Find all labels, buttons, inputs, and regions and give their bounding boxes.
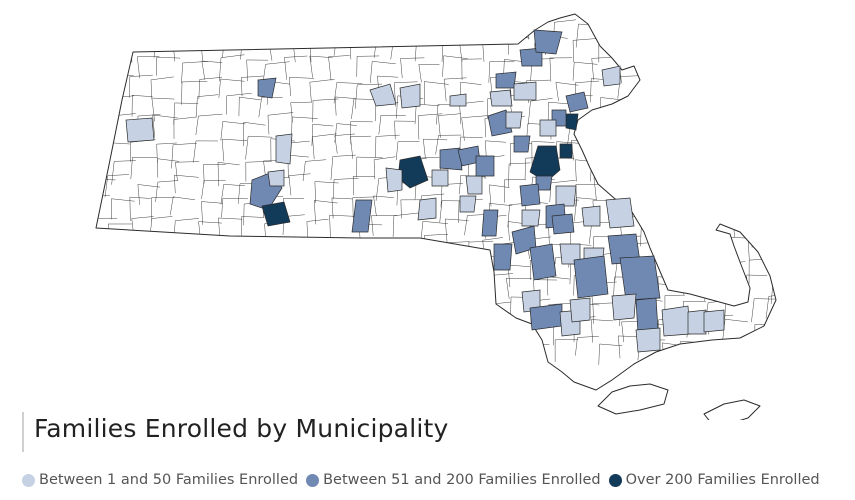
municipality-low-10 bbox=[385, 167, 403, 193]
state-map bbox=[95, 13, 777, 420]
municipality-mid-12 bbox=[439, 147, 463, 171]
municipality-low-57 bbox=[661, 305, 691, 337]
map-title: Families Enrolled by Municipality bbox=[34, 414, 449, 443]
municipality-low-21 bbox=[489, 89, 513, 107]
municipality-low-51 bbox=[611, 293, 637, 321]
island-nantucket bbox=[703, 399, 761, 420]
municipality-mid-44 bbox=[529, 243, 557, 281]
municipality-low-5 bbox=[267, 169, 285, 187]
municipality-low-56 bbox=[635, 327, 661, 353]
municipality-low-19 bbox=[449, 93, 467, 107]
municipality-mid-36 bbox=[519, 183, 541, 207]
municipality-low-55 bbox=[569, 297, 591, 323]
municipality-regions bbox=[125, 29, 725, 353]
municipality-low-22 bbox=[513, 81, 537, 101]
municipality-mid-31 bbox=[513, 135, 531, 153]
municipality-mid-1 bbox=[257, 77, 277, 99]
municipality-mid-24 bbox=[533, 29, 563, 55]
municipality-low-35 bbox=[555, 185, 577, 207]
municipality-low-16 bbox=[459, 195, 477, 213]
municipality-low-9 bbox=[399, 83, 421, 109]
municipality-high-33 bbox=[559, 143, 573, 159]
municipality-mid-47 bbox=[573, 255, 609, 299]
municipality-mid-53 bbox=[529, 303, 563, 331]
legend-label-low: Between 1 and 50 Families Enrolled bbox=[39, 472, 299, 488]
legend-item-mid: Between 51 and 200 Families Enrolled bbox=[306, 472, 601, 488]
municipality-low-8 bbox=[369, 83, 397, 107]
municipality-mid-43 bbox=[493, 243, 513, 271]
municipality-low-59 bbox=[703, 309, 725, 333]
legend-label-mid: Between 51 and 200 Families Enrolled bbox=[323, 472, 601, 488]
municipality-high-32 bbox=[529, 145, 561, 183]
municipality-low-58 bbox=[687, 309, 707, 335]
municipality-low-2 bbox=[275, 133, 293, 165]
municipality-low-60 bbox=[601, 65, 621, 87]
municipality-mid-25 bbox=[565, 91, 589, 113]
municipality-low-37 bbox=[521, 209, 541, 227]
municipality-low-11 bbox=[417, 197, 437, 221]
municipality-mid-39 bbox=[551, 213, 575, 235]
municipality-low-41 bbox=[605, 197, 635, 229]
municipality-high-28 bbox=[565, 113, 579, 131]
municipality-low-13 bbox=[431, 169, 449, 187]
massachusetts-map bbox=[95, 13, 777, 420]
municipality-low-27 bbox=[505, 111, 523, 129]
municipality-mid-49 bbox=[619, 255, 661, 301]
municipality-mid-20 bbox=[495, 71, 517, 89]
municipality-low-40 bbox=[581, 205, 601, 227]
legend: Between 1 and 50 Families Enrolled Betwee… bbox=[22, 470, 828, 490]
municipality-mid-17 bbox=[475, 155, 495, 177]
legend-dot-low bbox=[22, 473, 35, 487]
title-bar: Families Enrolled by Municipality bbox=[22, 412, 448, 452]
municipality-mid-23 bbox=[519, 47, 543, 67]
municipality-mid-18 bbox=[481, 209, 499, 237]
legend-item-low: Between 1 and 50 Families Enrolled bbox=[22, 472, 298, 488]
municipality-mid-6 bbox=[351, 199, 373, 233]
legend-label-high: Over 200 Families Enrolled bbox=[625, 472, 820, 488]
municipality-low-30 bbox=[539, 119, 557, 137]
municipality-low-15 bbox=[465, 175, 483, 195]
legend-dot-high bbox=[608, 473, 622, 487]
municipality-high-4 bbox=[261, 201, 291, 227]
legend-item-high: Over 200 Families Enrolled bbox=[608, 472, 820, 488]
legend-dot-mid bbox=[306, 473, 320, 487]
municipality-low-0 bbox=[125, 117, 155, 143]
island-marthas-vineyard bbox=[597, 383, 669, 415]
